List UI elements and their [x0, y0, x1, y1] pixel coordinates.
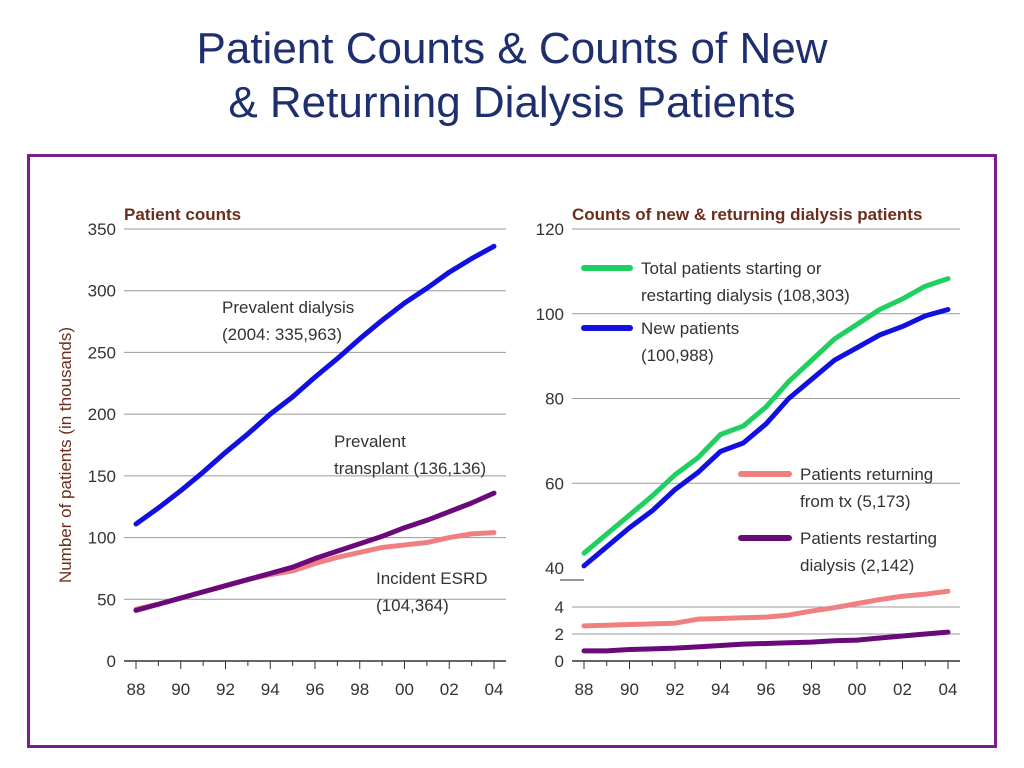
chart2-legend-label: (100,988) — [641, 346, 714, 365]
chart2-legend-label: New patients — [641, 319, 739, 338]
chart1-x-tick-label: 04 — [485, 680, 504, 699]
chart1-y-tick-label: 350 — [88, 220, 116, 239]
chart1-x-tick-label: 94 — [261, 680, 280, 699]
chart1-series-line-prevalent-dialysis — [133, 243, 497, 527]
chart1-y-tick-label: 100 — [88, 529, 116, 548]
chart2-x-tick-label: 94 — [711, 680, 730, 699]
slide-title: Patient Counts & Counts of New & Returni… — [0, 22, 1024, 130]
chart1-series-label: Prevalent — [334, 432, 406, 451]
chart1-x-tick-label: 90 — [171, 680, 190, 699]
chart1-y-axis-label: Number of patients (in thousands) — [56, 327, 75, 583]
chart2-x-tick-label: 02 — [893, 680, 912, 699]
chart2-series-line-patients-restarting-dialysis — [581, 629, 951, 654]
chart2-y-tick-label: 0 — [555, 652, 564, 671]
chart1-y-tick-label: 150 — [88, 467, 116, 486]
chart2-x-tick-label: 88 — [575, 680, 594, 699]
chart2-x-tick-label: 98 — [802, 680, 821, 699]
chart1-series-label: (2004: 335,963) — [222, 325, 342, 344]
chart1-y-tick-label: 250 — [88, 343, 116, 362]
chart2-y-tick-label: 60 — [545, 474, 564, 493]
chart2-legend-label: Patients restarting — [800, 529, 937, 548]
chart-frame — [27, 154, 997, 748]
chart1-y-tick-label: 200 — [88, 405, 116, 424]
chart2-x-tick-label: 90 — [620, 680, 639, 699]
slide-title-line-1: Patient Counts & Counts of New — [196, 24, 828, 73]
chart1-title: Patient counts — [124, 205, 241, 224]
chart1-x-tick-label: 96 — [306, 680, 325, 699]
chart2-legend-label: Patients returning — [800, 465, 933, 484]
chart1-x-tick-label: 88 — [127, 680, 146, 699]
chart2-x-tick-label: 00 — [848, 680, 867, 699]
chart2-x-tick-label: 92 — [666, 680, 685, 699]
chart1-y-tick-label: 300 — [88, 282, 116, 301]
chart2-title: Counts of new & returning dialysis patie… — [572, 205, 922, 224]
chart2-y-tick-label: 4 — [555, 598, 564, 617]
chart1-series-label: Incident ESRD — [376, 569, 488, 588]
chart1-series-label: transplant (136,136) — [334, 459, 486, 478]
chart1-x-tick-label: 98 — [350, 680, 369, 699]
chart2-legend-label: Total patients starting or — [641, 259, 822, 278]
chart2-y-tick-label: 40 — [545, 559, 564, 578]
chart1-series-label: Prevalent dialysis — [222, 298, 354, 317]
chart2-legend-label: dialysis (2,142) — [800, 556, 914, 575]
chart2-legend-label: restarting dialysis (108,303) — [641, 286, 850, 305]
slide-title-line-2: & Returning Dialysis Patients — [228, 78, 796, 127]
chart1-y-tick-label: 0 — [107, 652, 116, 671]
chart1-x-tick-label: 92 — [216, 680, 235, 699]
chart2-series-line-new-patients — [581, 307, 951, 569]
chart2-series-line-patients-returning-from-tx — [581, 588, 951, 629]
chart2-legend-label: from tx (5,173) — [800, 492, 911, 511]
chart1-x-tick-label: 02 — [440, 680, 459, 699]
chart1-x-tick-label: 00 — [395, 680, 414, 699]
chart1-y-tick-label: 50 — [97, 590, 116, 609]
chart2-series-line-total-patients-starting-or-restarting-dialysis — [581, 276, 951, 556]
chart2-x-tick-label: 04 — [939, 680, 958, 699]
chart1-series-line-prevalent-transplant — [133, 490, 497, 613]
chart2-y-tick-label: 80 — [545, 390, 564, 409]
chart2-y-tick-label: 120 — [536, 220, 564, 239]
chart2-y-tick-label: 100 — [536, 305, 564, 324]
chart2-x-tick-label: 96 — [757, 680, 776, 699]
chart1-series-label: (104,364) — [376, 596, 449, 615]
chart2-y-tick-label: 2 — [555, 625, 564, 644]
